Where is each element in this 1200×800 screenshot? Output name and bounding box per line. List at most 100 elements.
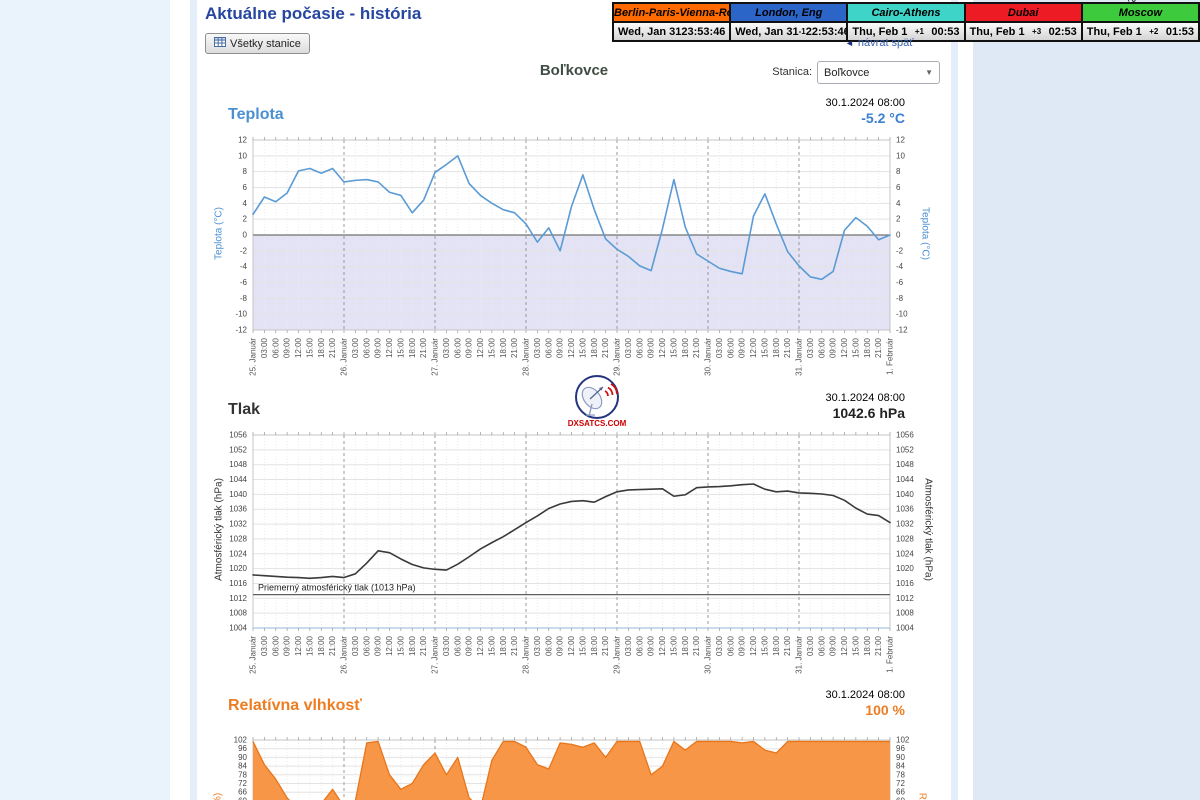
svg-text:-8: -8 <box>896 294 904 303</box>
svg-text:31. Január: 31. Január <box>795 338 804 376</box>
svg-text:1004: 1004 <box>229 624 247 633</box>
svg-text:03:00: 03:00 <box>533 635 542 656</box>
svg-text:30. Január: 30. Január <box>704 636 713 674</box>
background-panel-right <box>973 0 1200 800</box>
svg-text:15:00: 15:00 <box>487 635 496 656</box>
svg-text:21:00: 21:00 <box>601 337 610 358</box>
svg-text:15:00: 15:00 <box>669 337 678 358</box>
svg-text:-10: -10 <box>235 310 247 319</box>
svg-text:09:00: 09:00 <box>374 337 383 358</box>
svg-text:31. Január: 31. Január <box>795 636 804 674</box>
svg-text:4: 4 <box>243 199 248 208</box>
pressure-chart-title: Tlak <box>228 401 261 418</box>
svg-text:18:00: 18:00 <box>590 635 599 656</box>
temperature-chart-datetime: 30.1.2024 08:00 <box>825 97 905 109</box>
svg-text:90: 90 <box>238 753 247 762</box>
svg-text:15:00: 15:00 <box>396 635 405 656</box>
humidity-chart-datetime: 30.1.2024 08:00 <box>825 689 905 701</box>
svg-text:18:00: 18:00 <box>681 337 690 358</box>
svg-text:10: 10 <box>238 151 247 160</box>
svg-text:-10: -10 <box>896 310 908 319</box>
svg-text:12:00: 12:00 <box>840 635 849 656</box>
svg-text:15:00: 15:00 <box>305 337 314 358</box>
svg-text:03:00: 03:00 <box>442 635 451 656</box>
svg-text:18:00: 18:00 <box>499 337 508 358</box>
svg-text:09:00: 09:00 <box>738 337 747 358</box>
svg-text:1044: 1044 <box>896 475 914 484</box>
svg-text:12:00: 12:00 <box>840 337 849 358</box>
svg-text:0: 0 <box>896 231 901 240</box>
svg-text:29. Január: 29. Január <box>613 636 622 674</box>
svg-text:06:00: 06:00 <box>726 337 735 358</box>
temperature-chart-title: Teplota <box>228 106 284 123</box>
clock-cutoff-fragment: +0 <box>1126 0 1136 4</box>
humidity-y-axis-label-right: Relatívna vlhkosť (%) <box>917 761 928 800</box>
svg-text:03:00: 03:00 <box>442 337 451 358</box>
svg-text:15:00: 15:00 <box>760 337 769 358</box>
svg-text:96: 96 <box>238 744 247 753</box>
background-stripe-left <box>190 0 197 800</box>
station-select[interactable]: Boľkovce ▼ <box>817 61 940 84</box>
svg-text:12:00: 12:00 <box>385 635 394 656</box>
temperature-chart: 12 12 10 10 8 8 6 6 4 4 2 2 0 0 -2 -2 -4 -4 -6 -6 -8 -8 -10 -10… <box>200 130 945 389</box>
svg-text:21:00: 21:00 <box>419 635 428 656</box>
svg-text:8: 8 <box>896 167 901 176</box>
svg-text:03:00: 03:00 <box>806 635 815 656</box>
clock-time-cairo: Thu, Feb 1 +1 00:53 <box>846 21 966 42</box>
svg-text:2: 2 <box>896 215 901 224</box>
svg-text:18:00: 18:00 <box>408 635 417 656</box>
svg-text:15:00: 15:00 <box>396 337 405 358</box>
svg-text:12:00: 12:00 <box>567 337 576 358</box>
svg-text:18:00: 18:00 <box>499 635 508 656</box>
svg-text:21:00: 21:00 <box>510 337 519 358</box>
svg-text:1052: 1052 <box>229 445 247 454</box>
svg-text:-12: -12 <box>235 326 247 335</box>
station-heading: Boľkovce <box>539 62 609 79</box>
svg-text:1020: 1020 <box>896 564 914 573</box>
svg-text:06:00: 06:00 <box>271 635 280 656</box>
svg-text:09:00: 09:00 <box>647 635 656 656</box>
svg-text:03:00: 03:00 <box>351 337 360 358</box>
svg-text:15:00: 15:00 <box>578 635 587 656</box>
svg-text:60: 60 <box>896 796 905 800</box>
svg-text:1008: 1008 <box>896 609 914 618</box>
dxsatcs-logo: DXSATCS.COM <box>565 372 629 435</box>
svg-text:10: 10 <box>896 151 905 160</box>
svg-text:12:00: 12:00 <box>658 337 667 358</box>
temperature-y-axis-label-left: Teplota (°C) <box>213 207 225 260</box>
svg-text:06:00: 06:00 <box>453 337 462 358</box>
svg-text:1008: 1008 <box>229 609 247 618</box>
svg-text:102: 102 <box>896 736 910 745</box>
svg-text:90: 90 <box>896 753 905 762</box>
svg-text:-6: -6 <box>896 278 904 287</box>
pressure-chart: 1056 1056 1052 1052 1048 1048 1044 1044 1040 1040… <box>200 425 945 686</box>
svg-text:26. Január: 26. Január <box>340 636 349 674</box>
svg-text:1036: 1036 <box>896 505 914 514</box>
svg-text:66: 66 <box>238 788 247 797</box>
svg-text:21:00: 21:00 <box>419 337 428 358</box>
svg-text:Priemerný atmosférický tlak (1: Priemerný atmosférický tlak (1013 hPa) <box>258 583 416 593</box>
humidity-chart: 1021029696909084847878727266666060545448… <box>200 730 945 800</box>
svg-text:1028: 1028 <box>896 534 914 543</box>
svg-text:84: 84 <box>238 762 247 771</box>
svg-text:03:00: 03:00 <box>715 337 724 358</box>
svg-text:12:00: 12:00 <box>749 635 758 656</box>
svg-text:72: 72 <box>238 779 247 788</box>
back-link[interactable]: ◄ návrat späť <box>845 37 913 49</box>
svg-text:60: 60 <box>238 796 247 800</box>
clock-time-moscow: Thu, Feb 1 +2 01:53 <box>1080 21 1200 42</box>
svg-text:-4: -4 <box>240 262 248 271</box>
svg-text:15:00: 15:00 <box>305 635 314 656</box>
humidity-chart-title: Relatívna vlhkosť <box>228 697 362 714</box>
svg-text:1. Február: 1. Február <box>886 636 895 673</box>
svg-text:66: 66 <box>896 788 905 797</box>
all-stations-button[interactable]: Všetky stanice <box>205 33 310 54</box>
svg-text:12: 12 <box>896 136 905 145</box>
svg-text:12: 12 <box>238 136 247 145</box>
svg-text:1024: 1024 <box>896 549 914 558</box>
svg-text:1. Február: 1. Február <box>886 338 895 375</box>
svg-text:06:00: 06:00 <box>271 337 280 358</box>
svg-text:09:00: 09:00 <box>374 635 383 656</box>
svg-text:21:00: 21:00 <box>874 635 883 656</box>
svg-text:15:00: 15:00 <box>851 635 860 656</box>
